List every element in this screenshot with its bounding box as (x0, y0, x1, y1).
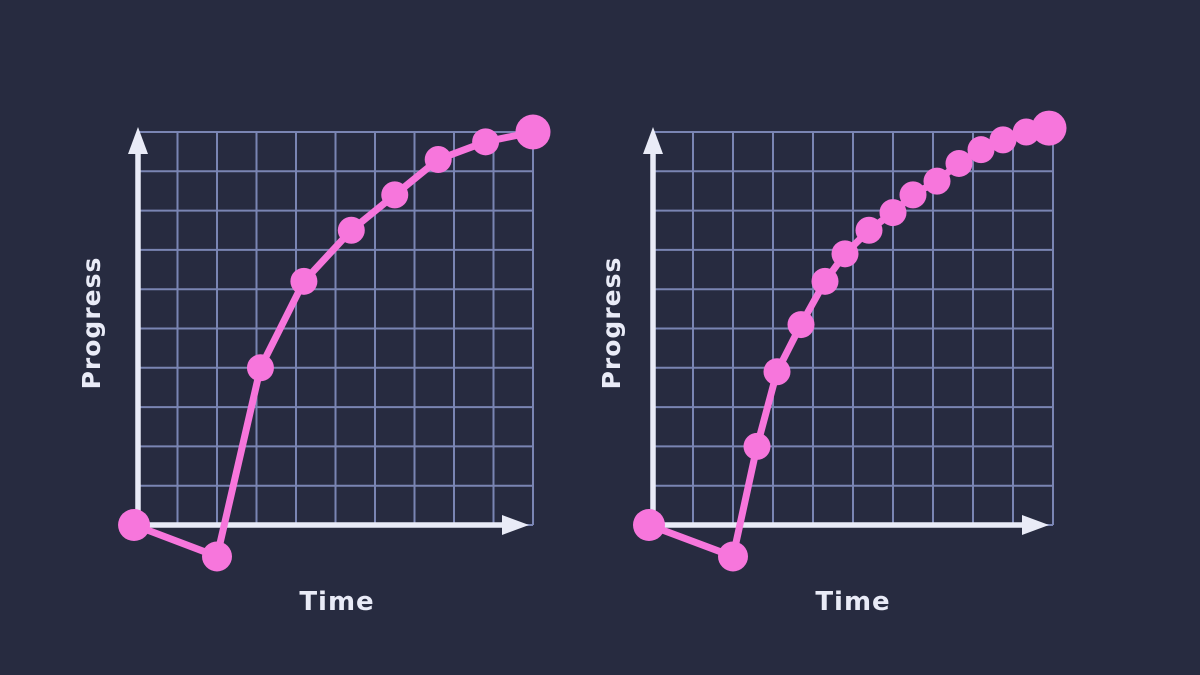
right-chart-y-axis-label: Progress (597, 256, 626, 390)
data-point (811, 267, 839, 295)
data-point (718, 541, 748, 572)
data-point (879, 199, 907, 227)
data-point (855, 216, 883, 244)
data-point (337, 216, 365, 244)
data-point (118, 509, 151, 541)
data-point (831, 240, 859, 268)
data-point (633, 509, 665, 541)
left-chart-y-axis-label: Progress (77, 256, 106, 390)
data-point (899, 181, 927, 209)
left-chart (118, 114, 551, 572)
data-point (923, 167, 951, 195)
data-point (967, 136, 995, 164)
data-point (787, 311, 815, 339)
data-point (989, 126, 1017, 154)
data-point (202, 541, 232, 572)
progress-line (645, 124, 1053, 560)
data-point (743, 432, 771, 460)
data-point (290, 267, 318, 295)
data-point (1031, 110, 1067, 146)
y-axis-arrowhead-icon (643, 127, 663, 154)
data-point (381, 181, 409, 209)
data-point (763, 358, 791, 386)
data-point (246, 354, 274, 382)
data-point (472, 128, 500, 156)
right-chart-x-axis-label: Time (815, 587, 891, 617)
right-chart (633, 110, 1067, 572)
data-point (424, 146, 452, 174)
x-axis-arrowhead-icon (502, 515, 529, 535)
left-chart-x-axis-label: Time (299, 587, 375, 617)
x-axis-arrowhead-icon (1022, 515, 1049, 535)
progress-line (130, 128, 537, 560)
data-point (515, 114, 551, 150)
data-point (945, 149, 973, 177)
y-axis-arrowhead-icon (128, 127, 148, 154)
